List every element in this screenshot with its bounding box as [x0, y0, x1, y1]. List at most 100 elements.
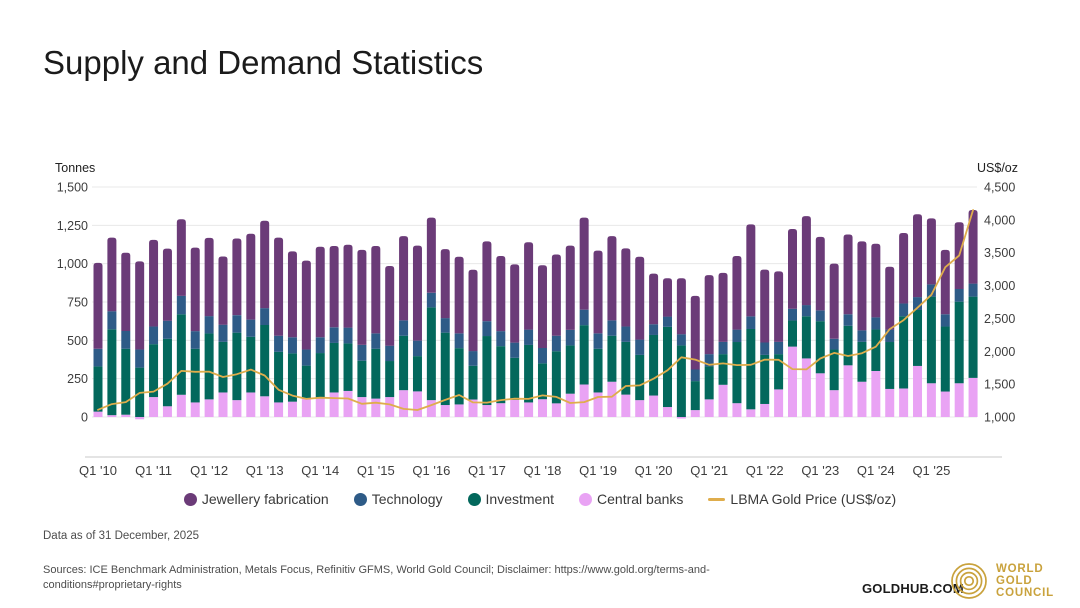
bar-segment-technology[interactable] [913, 297, 923, 310]
bar-segment-jewellery-fabrication[interactable] [482, 241, 492, 322]
legend-item-technology[interactable]: Technology [353, 491, 443, 507]
bar-segment-technology[interactable] [871, 317, 881, 330]
bar-segment-central-banks[interactable] [551, 403, 561, 417]
bar-segment-central-banks[interactable] [857, 381, 867, 417]
bar-segment-investment[interactable] [913, 309, 923, 366]
goldhub-link[interactable]: GOLDHUB.COM [862, 581, 964, 596]
bar-segment-technology[interactable] [704, 354, 714, 367]
bar-segment-investment[interactable] [746, 328, 756, 410]
bar-segment-investment[interactable] [260, 325, 270, 397]
bar-segment-technology[interactable] [899, 303, 909, 317]
bar-segment-central-banks[interactable] [121, 414, 131, 417]
bar-segment-jewellery-fabrication[interactable] [690, 295, 700, 370]
gold-price-line[interactable] [97, 209, 974, 411]
bar-segment-central-banks[interactable] [621, 394, 631, 417]
bar-segment-central-banks[interactable] [829, 390, 839, 417]
bar-segment-technology[interactable] [357, 344, 367, 361]
bar-segment-jewellery-fabrication[interactable] [926, 218, 936, 285]
bar-segment-investment[interactable] [274, 351, 284, 403]
bar-segment-jewellery-fabrication[interactable] [801, 216, 811, 306]
bar-segment-jewellery-fabrication[interactable] [246, 233, 256, 320]
bar-segment-technology[interactable] [968, 283, 978, 297]
bar-segment-central-banks[interactable] [385, 397, 395, 417]
bar-segment-technology[interactable] [607, 320, 617, 336]
bar-segment-investment[interactable] [93, 366, 103, 412]
bar-segment-central-banks[interactable] [774, 389, 784, 417]
bar-segment-technology[interactable] [162, 320, 172, 339]
bar-segment-central-banks[interactable] [426, 400, 436, 417]
bar-segment-investment[interactable] [829, 349, 839, 391]
bar-segment-technology[interactable] [829, 338, 839, 350]
bar-segment-technology[interactable] [412, 340, 422, 357]
bar-segment-investment[interactable] [857, 341, 867, 382]
bar-segment-central-banks[interactable] [149, 397, 159, 417]
bar-segment-jewellery-fabrication[interactable] [121, 252, 131, 331]
bar-segment-jewellery-fabrication[interactable] [357, 249, 367, 345]
bar-segment-technology[interactable] [801, 305, 811, 317]
bar-segment-investment[interactable] [565, 345, 575, 394]
bar-segment-jewellery-fabrication[interactable] [621, 248, 631, 327]
bar-segment-technology[interactable] [524, 329, 534, 345]
bar-segment-jewellery-fabrication[interactable] [760, 269, 770, 343]
bar-segment-investment[interactable] [343, 343, 353, 391]
bar-segment-technology[interactable] [426, 292, 436, 308]
bar-segment-investment[interactable] [232, 332, 242, 401]
bar-segment-central-banks[interactable] [399, 390, 409, 417]
bar-segment-jewellery-fabrication[interactable] [524, 242, 534, 330]
bar-segment-central-banks[interactable] [607, 381, 617, 417]
bar-segment-technology[interactable] [315, 337, 325, 354]
bar-segment-central-banks[interactable] [496, 403, 506, 417]
bar-segment-jewellery-fabrication[interactable] [885, 266, 895, 330]
bar-segment-investment[interactable] [690, 381, 700, 411]
bar-segment-jewellery-fabrication[interactable] [440, 249, 450, 319]
bar-segment-technology[interactable] [301, 349, 311, 366]
bar-segment-technology[interactable] [260, 308, 270, 325]
bar-segment-jewellery-fabrication[interactable] [788, 229, 797, 309]
bar-segment-investment[interactable] [788, 320, 797, 347]
legend-item-investment[interactable]: Investment [467, 491, 554, 507]
bar-segment-central-banks[interactable] [593, 392, 603, 417]
bar-segment-investment[interactable] [246, 336, 256, 393]
bar-segment-technology[interactable] [662, 316, 672, 327]
bar-segment-central-banks[interactable] [524, 402, 534, 417]
bar-segment-investment[interactable] [399, 335, 409, 391]
bar-segment-central-banks[interactable] [662, 407, 672, 417]
bar-segment-investment[interactable] [412, 356, 422, 392]
bar-segment-central-banks[interactable] [343, 390, 353, 417]
bar-segment-jewellery-fabrication[interactable] [676, 278, 686, 335]
bar-segment-central-banks[interactable] [746, 409, 756, 417]
bar-segment-investment[interactable] [287, 353, 297, 402]
bar-segment-jewellery-fabrication[interactable] [940, 249, 950, 315]
bar-segment-jewellery-fabrication[interactable] [218, 256, 228, 325]
bar-segment-central-banks[interactable] [537, 399, 547, 417]
bar-segment-investment[interactable] [607, 335, 617, 382]
legend-item-jewellery[interactable]: Jewellery fabrication [183, 491, 329, 507]
bar-segment-investment[interactable] [649, 334, 659, 396]
bar-segment-jewellery-fabrication[interactable] [162, 248, 172, 321]
bar-segment-central-banks[interactable] [815, 373, 825, 417]
bar-segment-jewellery-fabrication[interactable] [607, 236, 617, 321]
bar-segment-investment[interactable] [593, 348, 603, 393]
bar-segment-technology[interactable] [496, 331, 506, 347]
bar-segment-technology[interactable] [885, 329, 895, 343]
bar-segment-investment[interactable] [357, 360, 367, 398]
bar-segment-investment[interactable] [621, 341, 631, 395]
bar-segment-technology[interactable] [676, 334, 686, 346]
bar-segment-technology[interactable] [857, 330, 867, 342]
bar-segment-central-banks[interactable] [357, 397, 367, 417]
bar-segment-jewellery-fabrication[interactable] [732, 256, 742, 330]
bar-segment-investment[interactable] [204, 333, 214, 400]
bar-segment-investment[interactable] [676, 345, 686, 417]
bar-segment-investment[interactable] [315, 353, 325, 399]
bar-segment-central-banks[interactable] [468, 399, 478, 417]
bar-segment-jewellery-fabrication[interactable] [718, 272, 728, 342]
bar-segment-central-banks[interactable] [371, 398, 381, 417]
bar-segment-jewellery-fabrication[interactable] [149, 239, 159, 327]
bar-segment-technology[interactable] [121, 330, 131, 349]
bar-segment-investment[interactable] [385, 361, 395, 398]
bar-segment-central-banks[interactable] [926, 383, 936, 417]
bar-segment-central-banks[interactable] [232, 400, 242, 417]
bar-segment-technology[interactable] [468, 351, 478, 366]
bar-segment-investment[interactable] [426, 307, 436, 401]
bar-segment-investment[interactable] [843, 325, 853, 366]
